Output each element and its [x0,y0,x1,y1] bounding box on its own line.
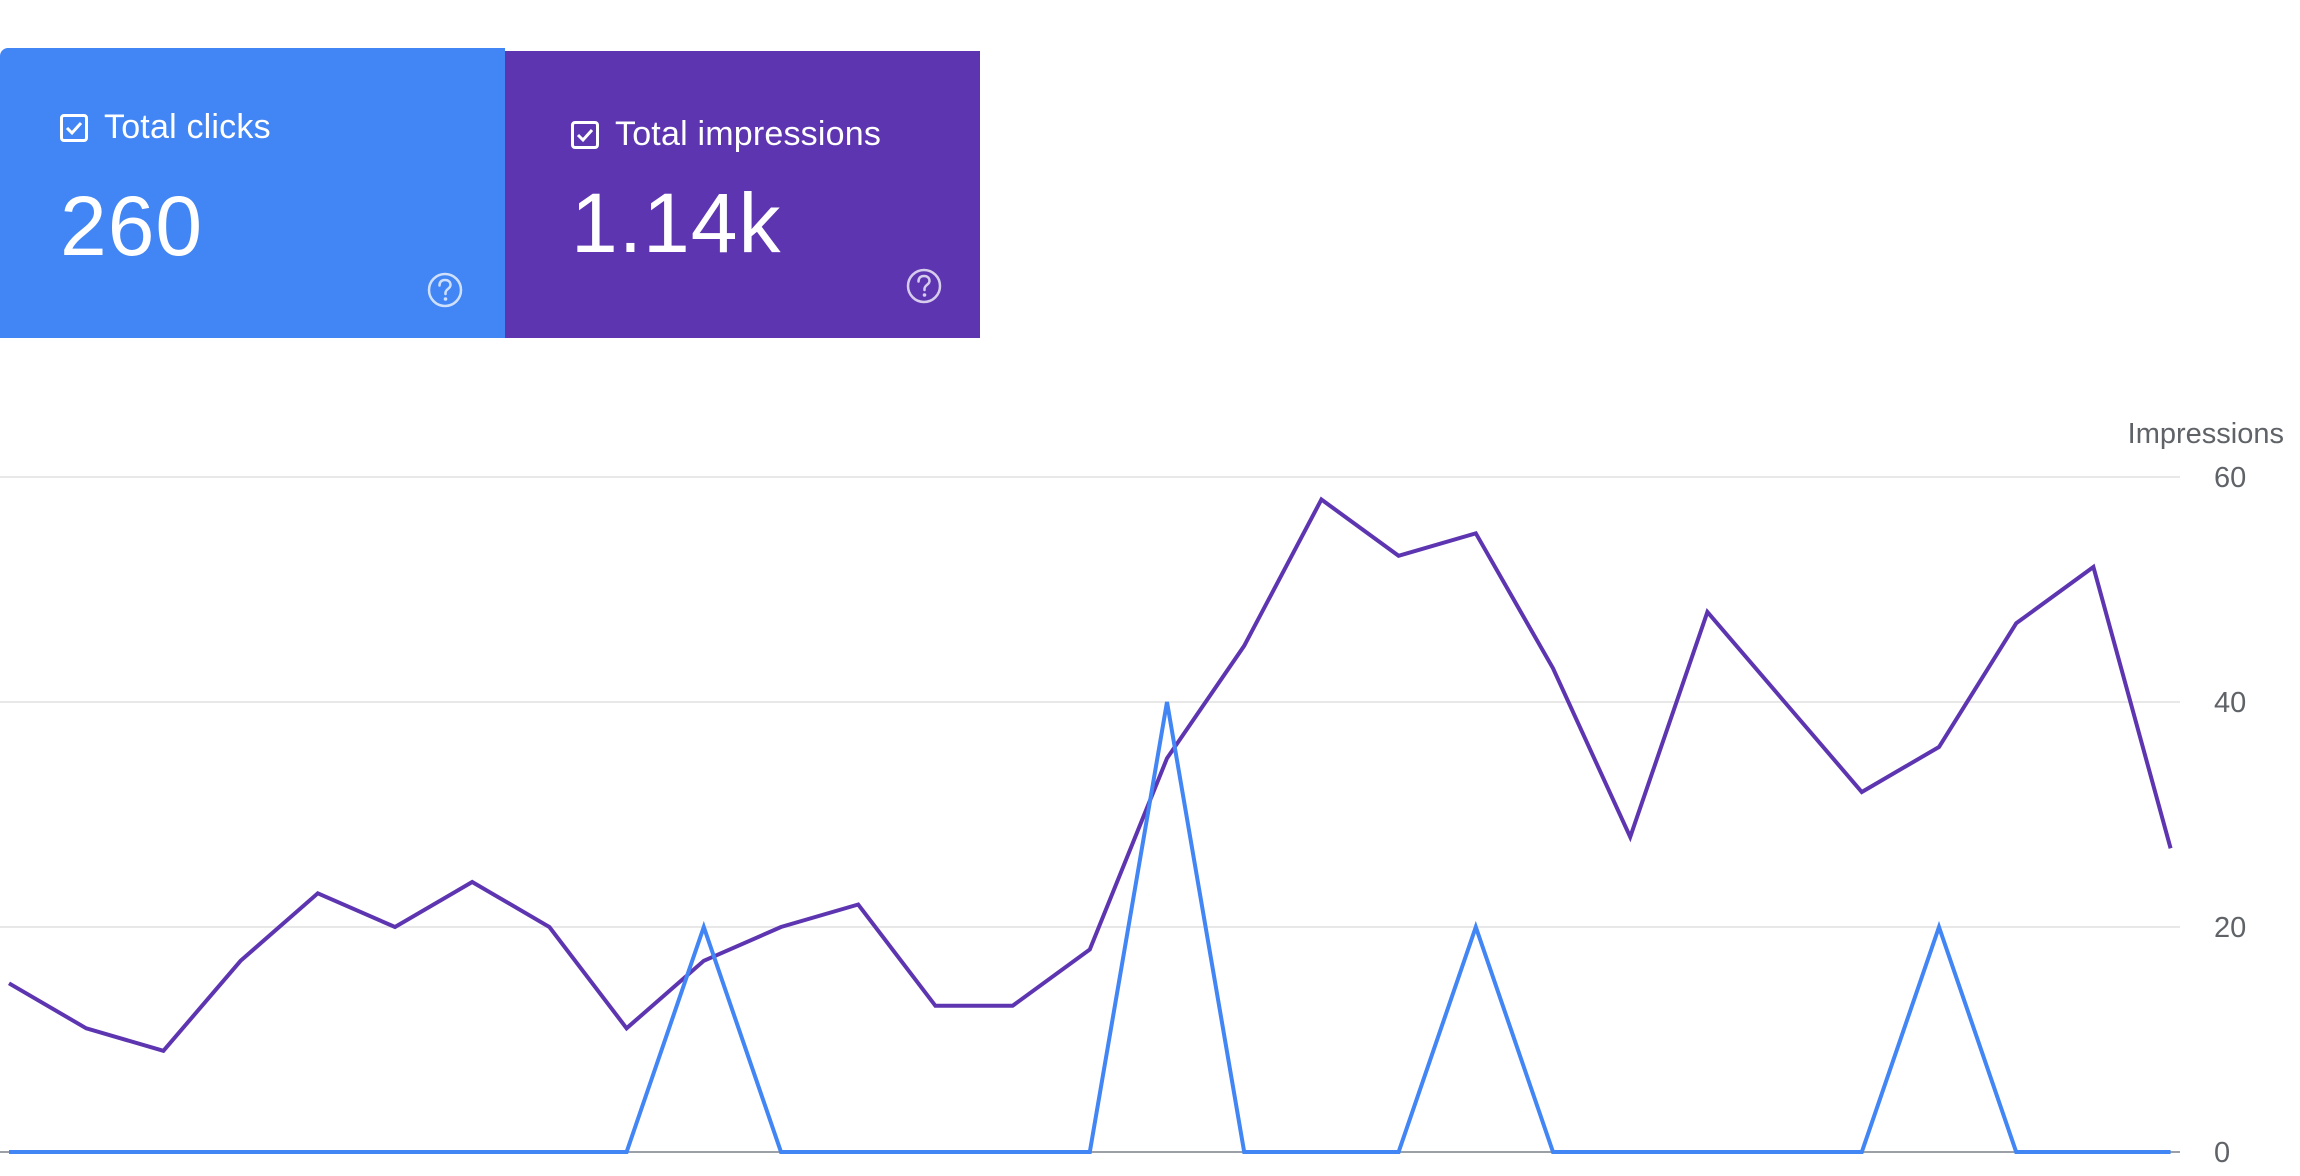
impressions-card[interactable]: Total impressions 1.14k [505,51,980,338]
help-icon[interactable] [904,266,944,306]
clicks-checkbox[interactable] [60,113,88,142]
clicks-card-header: Total clicks [60,108,271,147]
tick-label: 20 [2214,912,2246,944]
tick-label: 40 [2214,687,2246,719]
right-axis-ticks: 0 20 40 60 [2214,462,2246,1169]
impressions-series-line [7,496,2173,1054]
impressions-card-value: 1.14k [571,176,782,270]
clicks-card-value: 260 [60,179,204,273]
tick-label: 0 [2214,1137,2230,1169]
right-axis-title: Impressions [2128,418,2284,450]
chart-grid [0,476,2180,1153]
impressions-checkbox[interactable] [571,120,599,149]
checkmark-icon [576,128,594,142]
impressions-card-label: Total impressions [615,115,882,153]
chart-series [7,496,2173,1154]
help-icon[interactable] [425,270,465,310]
checkmark-icon [65,121,83,135]
impressions-card-header: Total impressions [571,115,881,154]
clicks-card[interactable]: Total clicks 260 [0,48,505,338]
clicks-series-line [9,701,2171,1154]
tick-label: 60 [2214,462,2246,494]
clicks-card-label: Total clicks [104,108,271,146]
